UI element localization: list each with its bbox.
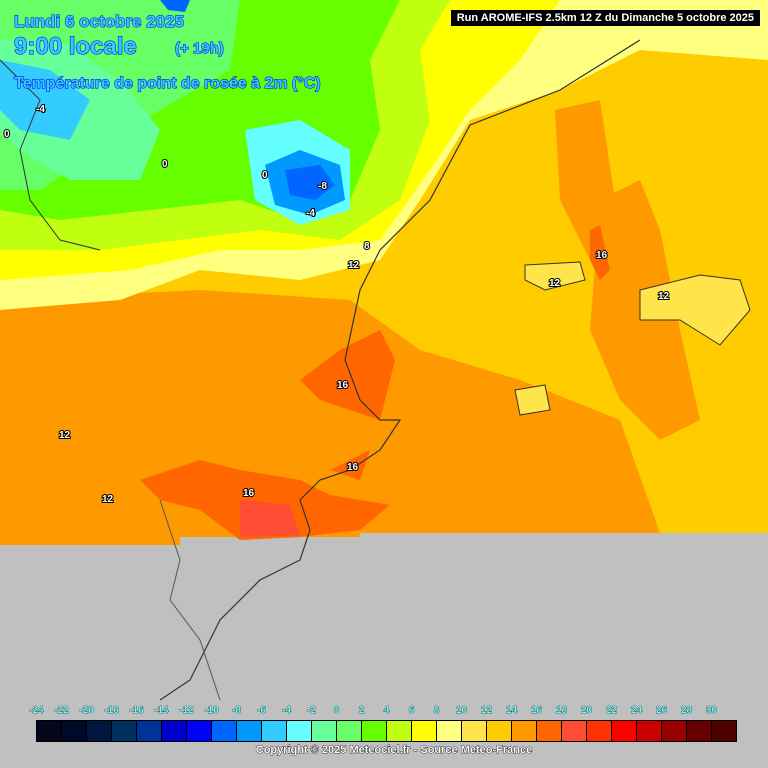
legend-label: 6: [408, 705, 415, 717]
isoline-label: 12: [348, 260, 360, 271]
legend-swatch: [137, 721, 162, 741]
isoline-label: 0: [262, 170, 268, 181]
isoline-label: -4: [306, 208, 315, 219]
legend-label: 2: [358, 705, 365, 717]
legend-label: -12: [179, 705, 194, 717]
legend-label: 18: [555, 705, 568, 717]
isoline-label: -8: [318, 181, 327, 192]
legend-label: -16: [129, 705, 144, 717]
legend-swatch: [162, 721, 187, 741]
legend-label: 16: [530, 705, 543, 717]
legend-labels: -24 -22 -20 -18 -16 -14 -12 -10 -8 -6 -4 -2 0 2 4 6 8 10 1…: [24, 705, 764, 719]
legend-swatch: [612, 721, 637, 741]
legend-swatch: [537, 721, 562, 741]
isoline-label: 16: [337, 380, 349, 391]
legend-label: -20: [79, 705, 94, 717]
legend-label: -24: [29, 705, 44, 717]
legend-label: 30: [705, 705, 718, 717]
model-run-label: Run AROME-IFS 2.5km 12 Z du Dimanche 5 o…: [450, 10, 760, 26]
isoline-label: 16: [243, 488, 255, 499]
legend-swatch: [512, 721, 537, 741]
isoline-label: -4: [36, 104, 45, 115]
legend-swatch: [562, 721, 587, 741]
legend-swatch: [412, 721, 437, 741]
isoline-label: 0: [162, 159, 168, 170]
legend-label: -10: [204, 705, 219, 717]
legend-label: -22: [54, 705, 69, 717]
legend-swatch: [387, 721, 412, 741]
legend-label: 20: [580, 705, 593, 717]
legend-swatch: [312, 721, 337, 741]
isoline-label: 12: [658, 291, 670, 302]
legend-label: 14: [505, 705, 518, 717]
copyright: Copyright © 2025 Meteociel.fr - Source M…: [255, 744, 533, 757]
legend-label: 4: [383, 705, 390, 717]
legend-swatch: [587, 721, 612, 741]
legend-label: 26: [655, 705, 668, 717]
forecast-time: 9:00 locale: [14, 33, 138, 61]
legend-swatch: [662, 721, 687, 741]
legend-swatch: [362, 721, 387, 741]
legend-label: 10: [455, 705, 468, 717]
legend-swatch: [87, 721, 112, 741]
legend-swatch: [712, 721, 736, 741]
legend-label: -14: [154, 705, 169, 717]
legend-swatch: [62, 721, 87, 741]
legend-label: 12: [480, 705, 493, 717]
legend-swatch: [687, 721, 712, 741]
legend-swatch: [337, 721, 362, 741]
legend-label: -8: [232, 705, 242, 717]
legend-swatch: [212, 721, 237, 741]
legend-swatch: [487, 721, 512, 741]
legend-swatch: [112, 721, 137, 741]
legend-label: 28: [680, 705, 693, 717]
legend-swatch: [187, 721, 212, 741]
isoline-label: 16: [347, 462, 359, 473]
parameter-title: Température de point de rosée à 2m (°C): [14, 75, 322, 93]
isoline-label: 0: [4, 129, 10, 140]
legend-label: -4: [282, 705, 292, 717]
isoline-label: 12: [102, 494, 114, 505]
isoline-label: 12: [59, 430, 71, 441]
isoline-labels: -8 -4 0 0 0 -4 8 12 16 16 16 16 12 12 12…: [3, 103, 671, 506]
color-legend: [36, 720, 737, 742]
legend-swatch: [462, 721, 487, 741]
legend-label: 22: [605, 705, 618, 717]
legend-label: -18: [104, 705, 119, 717]
isoline-label: 16: [596, 250, 608, 261]
legend-label: -2: [307, 705, 317, 717]
legend-swatch: [37, 721, 62, 741]
legend-label: 24: [630, 705, 643, 717]
forecast-lead-time: (+ 19h): [175, 40, 225, 58]
isoline-label: 8: [364, 241, 370, 252]
legend-swatch: [437, 721, 462, 741]
legend-swatch: [262, 721, 287, 741]
legend-label: -6: [257, 705, 267, 717]
forecast-date: Lundi 6 octobre 2025: [13, 12, 185, 32]
isoline-label: 12: [549, 278, 561, 289]
legend-label: 8: [433, 705, 440, 717]
legend-swatch: [287, 721, 312, 741]
legend-swatch: [237, 721, 262, 741]
legend-label: 0: [333, 705, 340, 717]
legend-swatch: [637, 721, 662, 741]
